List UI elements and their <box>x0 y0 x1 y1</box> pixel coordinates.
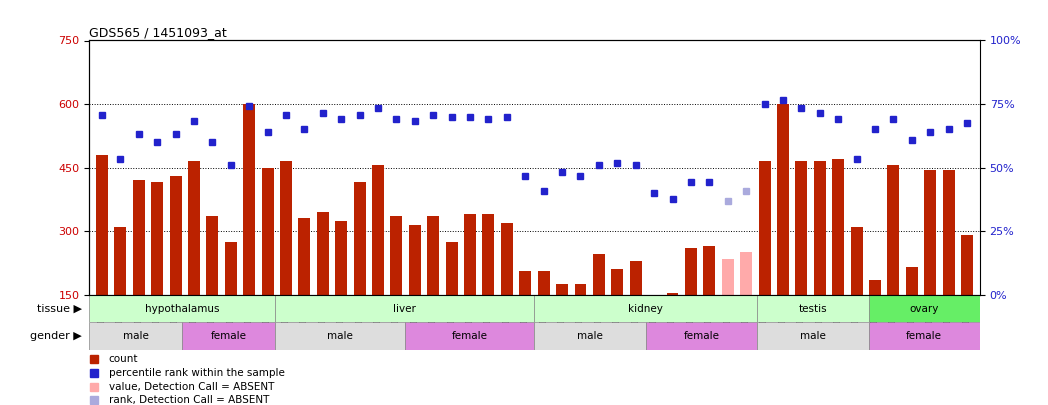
Text: male: male <box>577 331 603 341</box>
Text: female: female <box>907 331 942 341</box>
Text: hypothalamus: hypothalamus <box>145 303 219 313</box>
Text: rank, Detection Call = ABSENT: rank, Detection Call = ABSENT <box>109 395 269 405</box>
Text: testis: testis <box>799 303 827 313</box>
Bar <box>667 292 678 295</box>
Bar <box>611 269 624 295</box>
Text: female: female <box>452 331 487 341</box>
Bar <box>777 104 789 295</box>
Bar <box>534 322 646 350</box>
Bar <box>445 242 458 295</box>
Text: male: male <box>123 331 149 341</box>
Bar <box>133 180 145 295</box>
Bar <box>905 267 918 295</box>
Bar <box>114 227 127 295</box>
Text: percentile rank within the sample: percentile rank within the sample <box>109 368 285 378</box>
Text: liver: liver <box>393 303 416 313</box>
Bar <box>740 252 752 295</box>
Bar <box>275 322 405 350</box>
Text: male: male <box>800 331 826 341</box>
Bar <box>757 322 869 350</box>
Bar <box>280 161 292 295</box>
Bar <box>428 216 439 295</box>
Bar <box>151 182 163 295</box>
Bar <box>538 271 549 295</box>
Text: GDS565 / 1451093_at: GDS565 / 1451093_at <box>89 26 226 39</box>
Bar <box>593 254 605 295</box>
Bar <box>482 214 495 295</box>
Text: female: female <box>211 331 246 341</box>
Bar <box>89 322 182 350</box>
Bar <box>520 271 531 295</box>
Bar <box>888 166 899 295</box>
Bar <box>814 161 826 295</box>
Bar <box>96 155 108 295</box>
Bar <box>89 295 275 322</box>
Text: male: male <box>327 331 352 341</box>
Bar <box>961 235 973 295</box>
Bar <box>225 242 237 295</box>
Bar <box>182 322 275 350</box>
Bar <box>574 284 587 295</box>
Bar <box>851 227 863 295</box>
Bar <box>759 161 770 295</box>
Bar <box>335 221 347 295</box>
Bar <box>170 176 181 295</box>
Bar <box>409 225 421 295</box>
Bar <box>795 161 807 295</box>
Bar <box>188 161 200 295</box>
Bar <box>243 104 255 295</box>
Bar <box>942 170 955 295</box>
Bar <box>556 284 568 295</box>
Bar <box>353 182 366 295</box>
Bar <box>464 214 476 295</box>
Bar <box>630 261 641 295</box>
Bar <box>924 170 936 295</box>
Bar <box>372 166 384 295</box>
Bar <box>262 168 274 295</box>
Bar <box>703 246 716 295</box>
Bar <box>869 280 881 295</box>
Text: gender ▶: gender ▶ <box>30 331 82 341</box>
Bar <box>534 295 757 322</box>
Bar <box>501 223 512 295</box>
Text: count: count <box>109 354 138 364</box>
Text: tissue ▶: tissue ▶ <box>37 303 82 313</box>
Bar <box>685 248 697 295</box>
Text: female: female <box>683 331 720 341</box>
Bar <box>646 322 757 350</box>
Bar <box>405 322 534 350</box>
Bar <box>722 259 734 295</box>
Bar <box>391 216 402 295</box>
Bar <box>299 218 310 295</box>
Bar <box>206 216 218 295</box>
Bar <box>832 159 844 295</box>
Text: kidney: kidney <box>629 303 663 313</box>
Text: value, Detection Call = ABSENT: value, Detection Call = ABSENT <box>109 382 275 392</box>
Text: ovary: ovary <box>910 303 939 313</box>
Bar <box>316 212 329 295</box>
Bar <box>757 295 869 322</box>
Bar <box>275 295 534 322</box>
Bar <box>869 295 980 322</box>
Bar <box>869 322 980 350</box>
